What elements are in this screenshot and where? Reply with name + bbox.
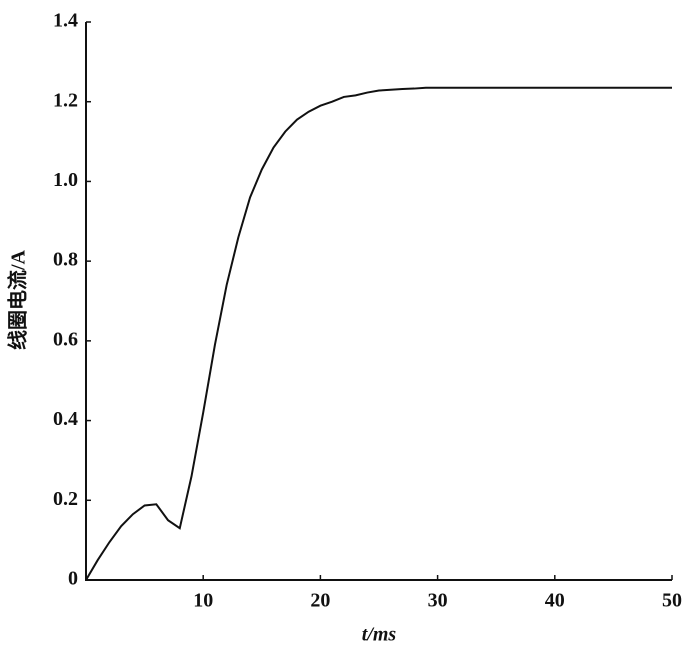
y-tick-label: 0.2 [53,488,78,510]
y-axis-label: 线圈电流/A [6,249,30,350]
y-tick-label: 1.2 [53,89,78,111]
x-tick-label: 20 [310,590,330,612]
y-tick-label: 0 [68,568,78,590]
y-tick-label: 0.4 [53,408,78,430]
x-tick-label: 10 [193,590,213,612]
line-series [85,86,672,581]
y-tick-label: 0.8 [53,249,78,271]
y-tick-label: 0.6 [53,328,78,350]
y-tick-label: 1.0 [53,169,78,191]
x-tick-label: 50 [662,590,682,612]
x-axis-label: t/ms [362,624,397,646]
y-tick-label: 1.4 [53,10,78,32]
x-tick-label: 30 [428,590,448,612]
x-tick-label: 40 [545,590,565,612]
